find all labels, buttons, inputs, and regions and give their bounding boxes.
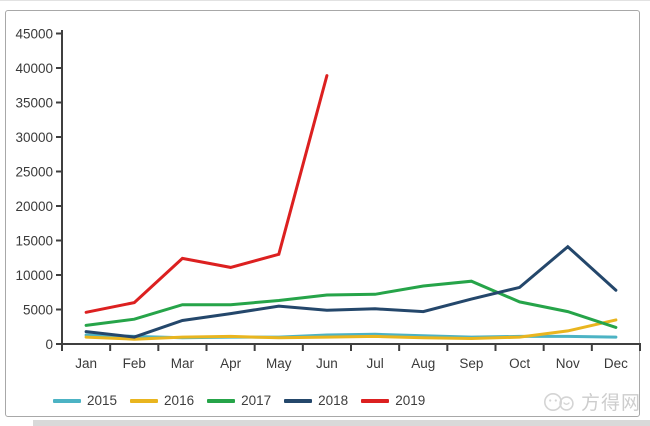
page-top-divider (0, 0, 650, 1)
series-line-2018 (84, 244, 618, 339)
y-axis-label: 35000 (15, 96, 53, 111)
y-axis-label: 40000 (15, 61, 53, 76)
legend-item-2019: 2019 (361, 393, 425, 409)
x-axis-label: Jun (316, 356, 338, 371)
legend-swatch-2015 (53, 399, 81, 403)
legend-label-2018: 2018 (318, 393, 349, 408)
x-axis-label: Mar (171, 356, 195, 371)
x-axis-label: May (266, 356, 292, 371)
fangde-logo-icon (543, 392, 574, 411)
chart-legend: 2015 2016 2017 2018 2019 (53, 393, 425, 409)
legend-swatch-2018 (284, 399, 313, 403)
x-axis-label: Aug (411, 356, 435, 371)
x-axis-label: Apr (220, 356, 242, 371)
legend-swatch-2016 (130, 399, 159, 403)
y-axis-label: 5000 (23, 303, 53, 318)
series-line-2017 (84, 279, 618, 329)
y-axis-label: 0 (45, 337, 53, 352)
legend-item-2016: 2016 (130, 393, 194, 409)
legend-item-2017: 2017 (207, 393, 271, 409)
y-axis-label: 30000 (15, 130, 53, 145)
series-line-2016 (84, 318, 618, 341)
legend-label-2016: 2016 (164, 393, 195, 408)
legend-item-2015: 2015 (53, 393, 117, 409)
y-axis-label: 15000 (15, 234, 53, 249)
x-axis-label: Dec (604, 356, 628, 371)
watermark: 方得网 (543, 388, 641, 415)
x-axis-label: Nov (556, 356, 580, 371)
y-axis-label: 20000 (15, 199, 53, 214)
axes (61, 30, 641, 345)
bottom-divider-bar (33, 420, 650, 426)
legend-swatch-2017 (207, 399, 236, 403)
y-axis-label: 25000 (15, 165, 53, 180)
series-line-2019 (84, 74, 329, 314)
legend-label-2017: 2017 (241, 393, 272, 408)
x-axis-label: Sep (459, 356, 483, 371)
legend-item-2018: 2018 (284, 393, 348, 409)
legend-label-2015: 2015 (87, 393, 118, 408)
y-axis-label: 45000 (15, 27, 53, 42)
x-axis-label: Jul (366, 356, 383, 371)
legend-label-2019: 2019 (395, 393, 426, 408)
x-axis-label: Oct (509, 356, 530, 371)
x-axis-label: Jan (75, 356, 97, 371)
watermark-text: 方得网 (580, 393, 641, 414)
y-axis-label: 10000 (15, 268, 53, 283)
legend-swatch-2019 (361, 399, 390, 403)
x-axis-label: Feb (123, 356, 146, 371)
